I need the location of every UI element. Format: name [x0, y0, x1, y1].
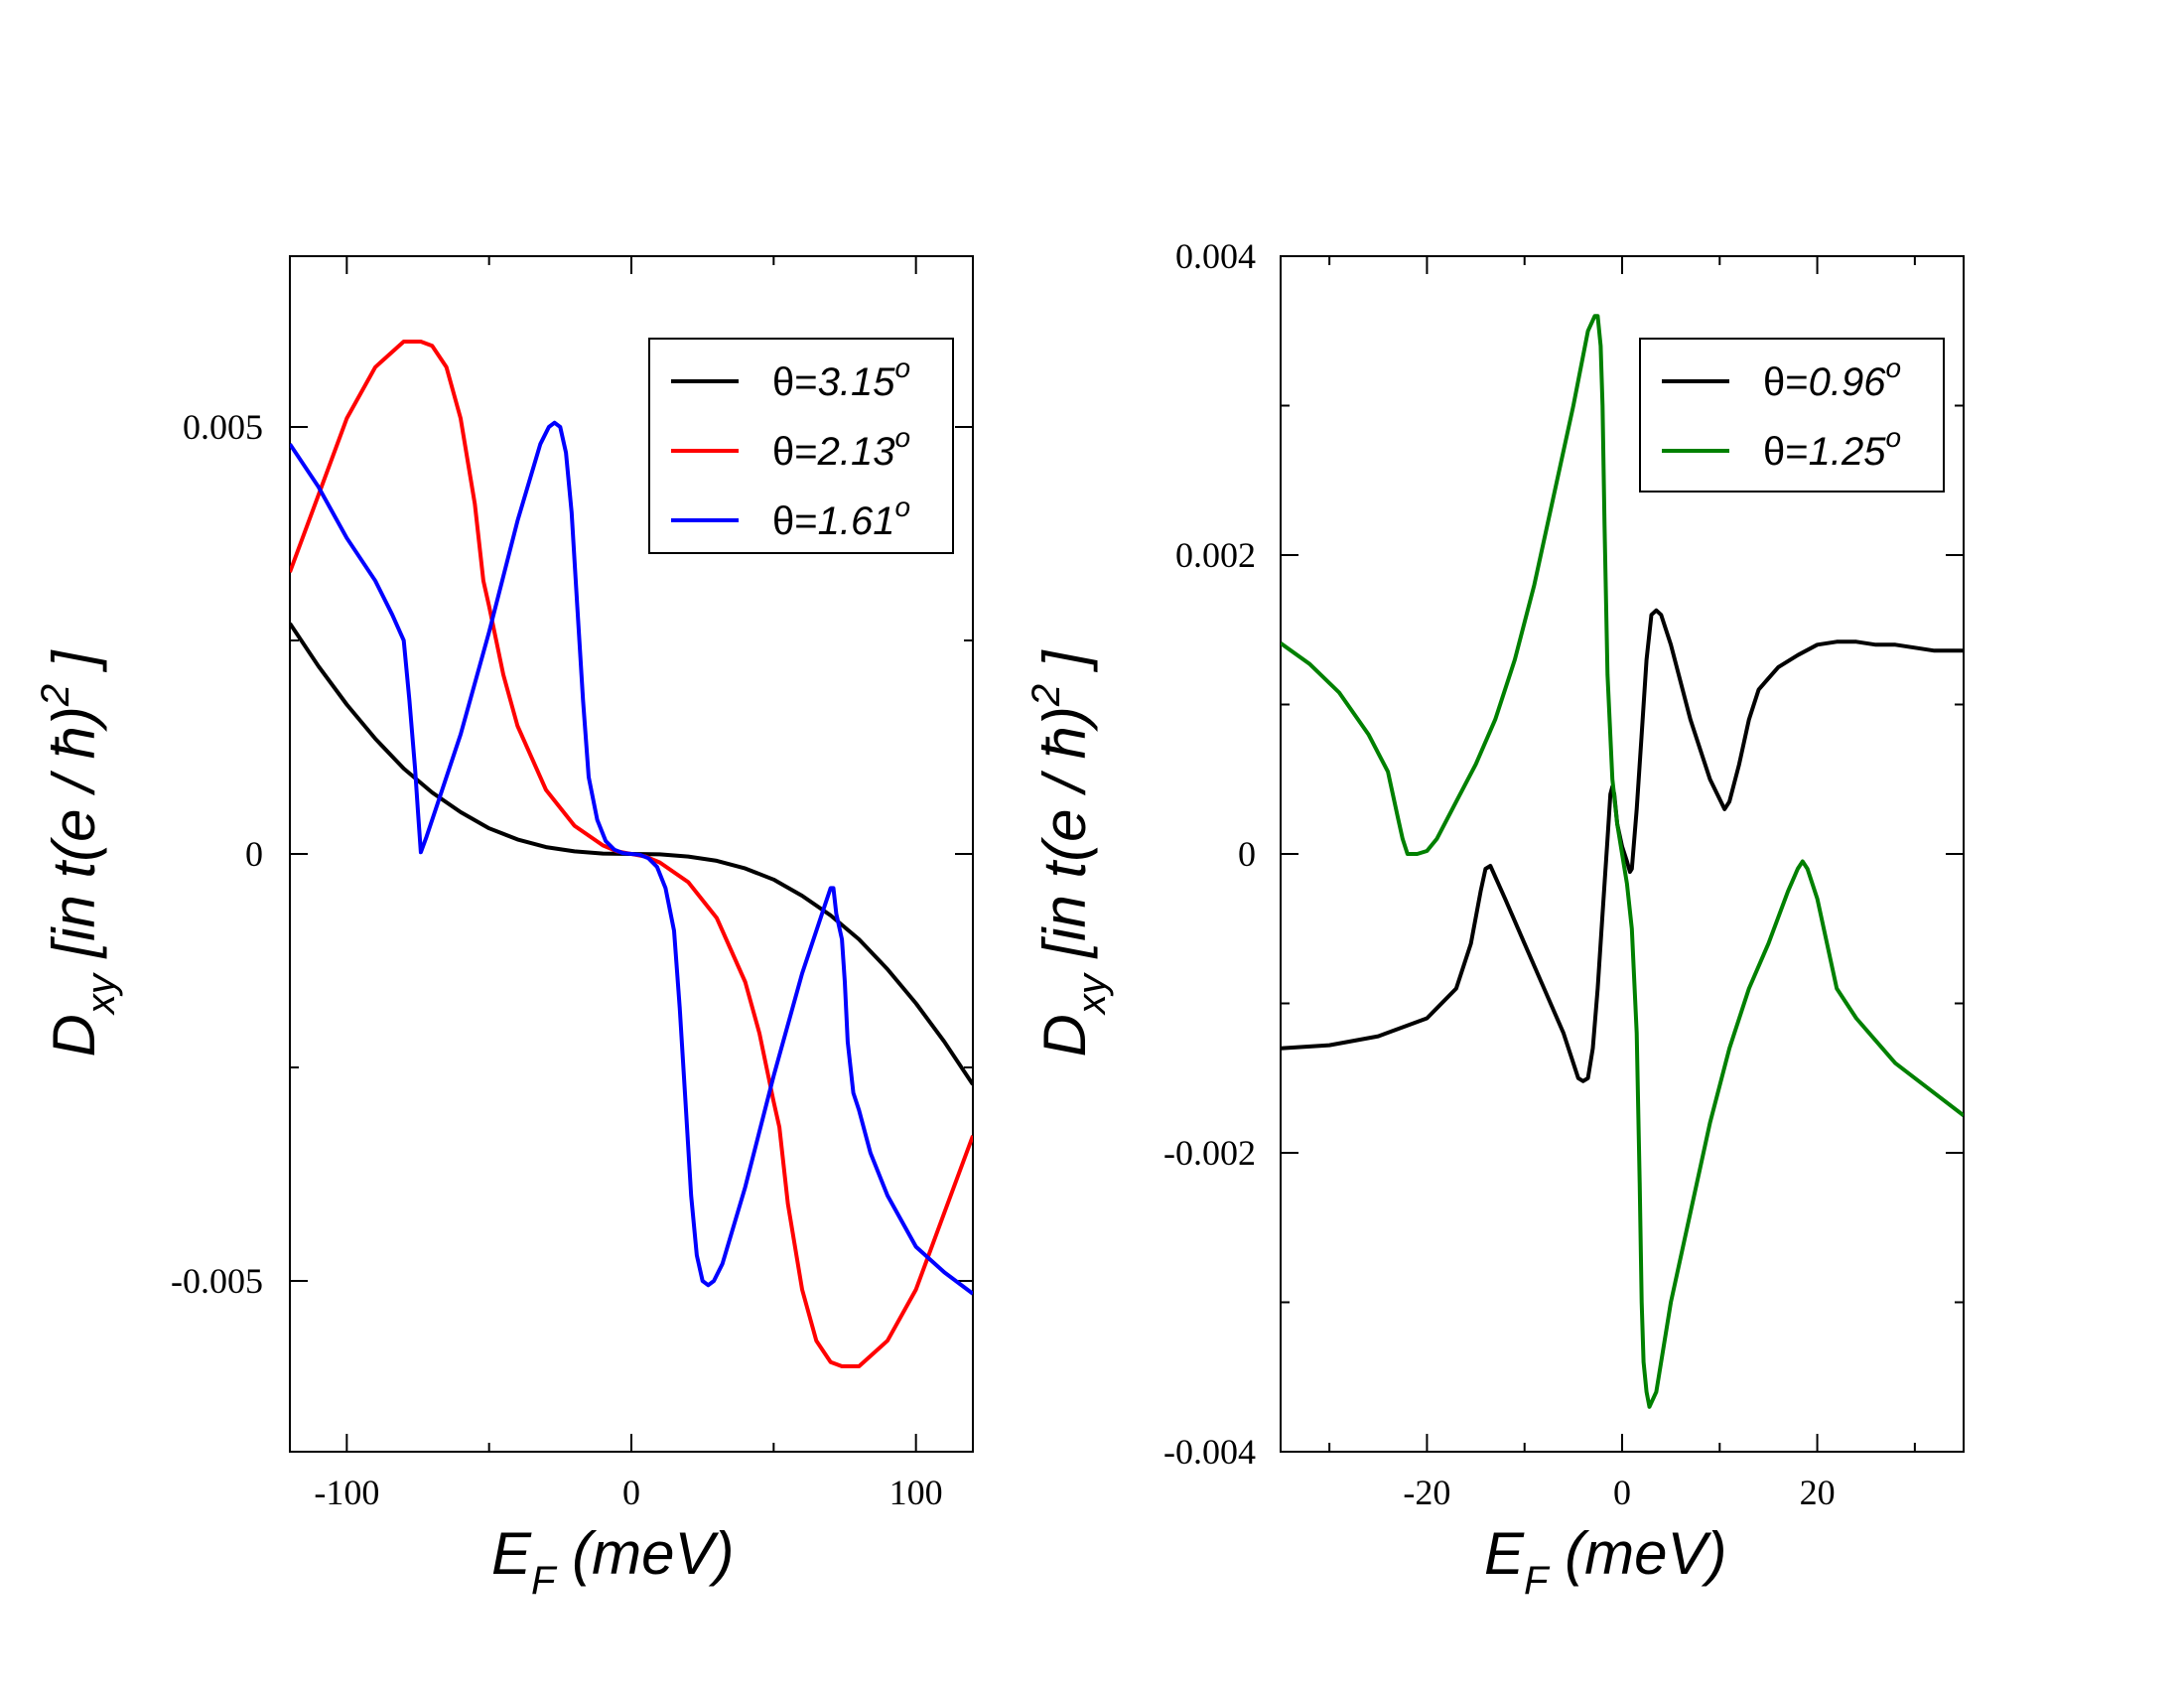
x-axis-title: EF (meV) [491, 1520, 734, 1603]
y-tick-label: -0.002 [1163, 1133, 1256, 1173]
x-tick-label: 0 [1613, 1473, 1631, 1512]
y-tick-label: 0.004 [1175, 236, 1256, 276]
y-axis-title: Dxy [in t(e / ħ)2 ] [1024, 649, 1114, 1057]
x-axis-title: EF (meV) [1484, 1520, 1726, 1603]
y-tick-label: 0 [1238, 834, 1256, 874]
x-tick-label: 20 [1800, 1473, 1836, 1512]
legend-label-1: θ=2.13o [772, 422, 910, 474]
legend-label-1: θ=1.25o [1763, 422, 1901, 474]
series-line-1 [1281, 314, 1964, 1409]
y-tick-label: -0.004 [1163, 1432, 1256, 1472]
chart-left: -100 0 100 -0.005 0 0.005 θ=3.15o θ=2.13o θ=1.61… [34, 255, 974, 1603]
y-tick-label: 0.002 [1175, 535, 1256, 575]
legend-box [1639, 338, 1945, 493]
legend-label-0: θ=3.15o [772, 353, 910, 404]
y-tick-label: 0.005 [183, 407, 263, 447]
x-tick-label: 100 [889, 1473, 943, 1512]
x-tick-label: -20 [1403, 1473, 1450, 1512]
series-line-2 [290, 420, 973, 1296]
series-line-0 [1281, 608, 1964, 1083]
legend-label-2: θ=1.61o [772, 492, 910, 543]
y-tick-label: 0 [245, 834, 263, 874]
y-axis-title: Dxy [in t(e / ħ)2 ] [34, 649, 123, 1057]
chart-right: -20 0 20 -0.004 -0.002 0 0.002 0.004 θ=0.96o θ=1.… [1024, 236, 1965, 1603]
legend-box [648, 338, 954, 554]
x-tick-label: -100 [314, 1473, 379, 1512]
x-tick-label: 0 [622, 1473, 640, 1512]
legend-label-0: θ=0.96o [1763, 353, 1901, 404]
y-tick-label: -0.005 [171, 1261, 263, 1301]
